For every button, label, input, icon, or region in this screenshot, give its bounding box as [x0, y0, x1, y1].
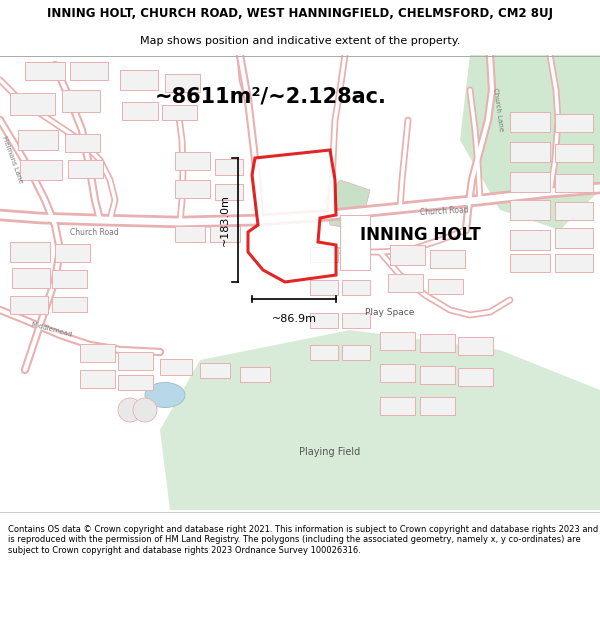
- Bar: [310, 247, 338, 262]
- Bar: [25, 62, 65, 80]
- Bar: [20, 160, 62, 180]
- Text: ~86.9m: ~86.9m: [271, 314, 317, 324]
- Text: Contains OS data © Crown copyright and database right 2021. This information is : Contains OS data © Crown copyright and d…: [8, 525, 598, 555]
- Bar: [388, 274, 423, 292]
- Bar: [555, 174, 593, 192]
- Polygon shape: [325, 180, 370, 230]
- Bar: [52, 270, 87, 288]
- Bar: [555, 114, 593, 132]
- Bar: [165, 74, 200, 92]
- Text: Helmons Lane: Helmons Lane: [1, 136, 23, 184]
- Text: Church Road: Church Road: [420, 205, 469, 216]
- Bar: [80, 344, 115, 362]
- Bar: [555, 228, 593, 248]
- Bar: [510, 112, 550, 132]
- Bar: [340, 215, 370, 270]
- Bar: [52, 297, 87, 312]
- Polygon shape: [160, 330, 600, 510]
- Bar: [342, 313, 370, 328]
- Text: ~8611m²/~2.128ac.: ~8611m²/~2.128ac.: [155, 86, 387, 106]
- Text: Middlemead: Middlemead: [30, 322, 73, 338]
- Circle shape: [133, 398, 157, 422]
- Bar: [510, 142, 550, 162]
- Bar: [430, 250, 465, 268]
- Polygon shape: [460, 55, 600, 230]
- Circle shape: [118, 398, 142, 422]
- Bar: [390, 245, 425, 265]
- Bar: [215, 159, 243, 175]
- Bar: [510, 254, 550, 272]
- Text: ~183.0m: ~183.0m: [220, 194, 230, 246]
- Text: Map shows position and indicative extent of the property.: Map shows position and indicative extent…: [140, 36, 460, 46]
- Bar: [240, 367, 270, 382]
- Polygon shape: [248, 150, 336, 282]
- Bar: [70, 62, 108, 80]
- Bar: [420, 397, 455, 415]
- Bar: [12, 268, 50, 288]
- Bar: [55, 244, 90, 262]
- Bar: [310, 345, 338, 360]
- Bar: [62, 90, 100, 112]
- Text: Church Road: Church Road: [70, 228, 119, 237]
- Bar: [65, 134, 100, 152]
- Bar: [342, 280, 370, 295]
- Bar: [342, 345, 370, 360]
- Text: Playing Field: Playing Field: [299, 447, 361, 457]
- Bar: [380, 332, 415, 350]
- Bar: [555, 144, 593, 162]
- Text: Church Lane: Church Lane: [492, 88, 504, 132]
- Bar: [175, 152, 210, 170]
- Bar: [342, 245, 370, 260]
- Bar: [428, 279, 463, 294]
- Bar: [10, 93, 55, 115]
- Bar: [200, 363, 230, 378]
- Bar: [380, 364, 415, 382]
- Bar: [175, 226, 205, 242]
- Bar: [458, 337, 493, 355]
- Bar: [18, 130, 58, 150]
- Bar: [510, 200, 550, 220]
- Bar: [10, 296, 48, 314]
- Bar: [10, 242, 50, 262]
- Bar: [118, 352, 153, 370]
- Bar: [68, 160, 103, 178]
- Bar: [310, 280, 338, 295]
- Bar: [310, 313, 338, 328]
- Bar: [420, 366, 455, 384]
- Bar: [210, 226, 240, 242]
- Bar: [80, 370, 115, 388]
- Text: INNING HOLT, CHURCH ROAD, WEST HANNINGFIELD, CHELMSFORD, CM2 8UJ: INNING HOLT, CHURCH ROAD, WEST HANNINGFI…: [47, 8, 553, 20]
- Bar: [380, 397, 415, 415]
- Bar: [122, 102, 158, 120]
- Bar: [458, 368, 493, 386]
- Ellipse shape: [145, 382, 185, 408]
- Bar: [215, 184, 243, 200]
- Bar: [120, 70, 158, 90]
- Bar: [555, 202, 593, 220]
- Bar: [420, 334, 455, 352]
- Bar: [175, 180, 210, 198]
- Text: INNING HOLT: INNING HOLT: [360, 226, 481, 244]
- Bar: [510, 172, 550, 192]
- Bar: [160, 359, 192, 375]
- Bar: [510, 230, 550, 250]
- Text: Play Space: Play Space: [365, 308, 415, 317]
- Bar: [162, 105, 197, 120]
- Bar: [555, 254, 593, 272]
- Bar: [118, 375, 153, 390]
